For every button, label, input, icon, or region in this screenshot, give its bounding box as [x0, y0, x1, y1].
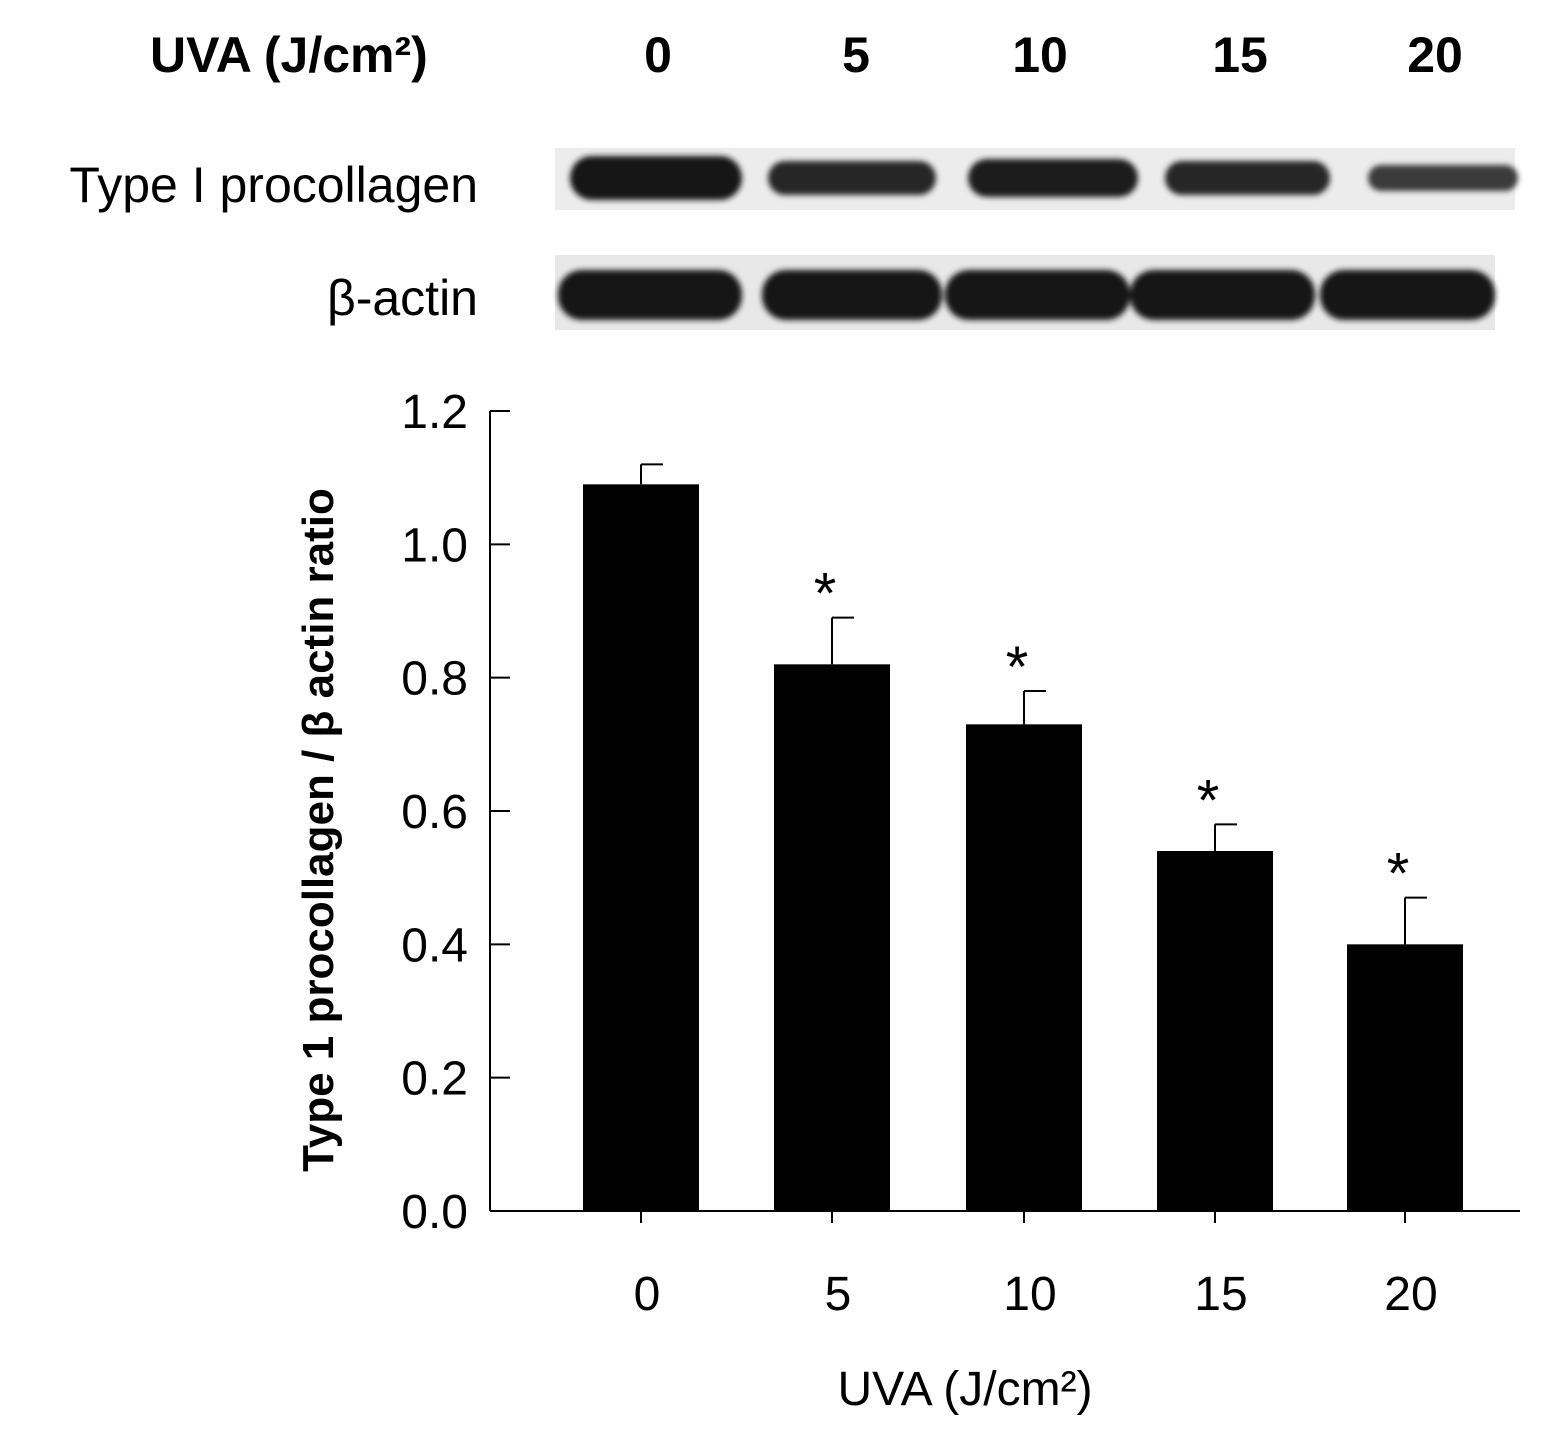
y-tick-label: 0.8 — [401, 653, 468, 706]
x-tick-label: 10 — [1003, 1268, 1056, 1321]
significance-marker: * — [1197, 768, 1220, 833]
x-tick-label: 5 — [825, 1268, 852, 1321]
blot-band-actin-2 — [945, 270, 1130, 320]
blot-row-label-actin: β-actin — [327, 270, 478, 326]
western-blot: UVA (J/cm²) 0 5 10 15 20 Type I procollagen … — [69, 27, 1518, 330]
y-tick-label: 0.6 — [401, 786, 468, 839]
blot-lane-header-0: 0 — [644, 27, 672, 83]
y-tick-label: 0.0 — [401, 1186, 468, 1239]
blot-band-actin-1 — [762, 270, 942, 320]
blot-band-actin-4 — [1320, 270, 1495, 320]
significance-marker: * — [1387, 842, 1410, 907]
significance-marker: * — [1006, 635, 1029, 700]
blot-band-procollagen-1 — [768, 161, 936, 195]
bars: * * * * — [583, 463, 1463, 1211]
y-tick-label: 0.2 — [401, 1053, 468, 1106]
y-tick-label: 1.0 — [401, 519, 468, 572]
y-axis-ticks: 0.0 0.2 0.4 0.6 0.8 1.0 1.2 — [401, 386, 510, 1239]
blot-header-label: UVA (J/cm²) — [150, 27, 428, 83]
y-tick-label: 0.4 — [401, 919, 468, 972]
blot-band-procollagen-4 — [1368, 165, 1518, 191]
blot-lane-header-10: 10 — [1012, 27, 1068, 83]
bar-10 — [966, 724, 1082, 1211]
blot-band-actin-0 — [558, 270, 742, 320]
x-axis-ticks: 0 5 10 15 20 — [634, 1211, 1438, 1321]
x-tick-label: 15 — [1194, 1268, 1247, 1321]
blot-bands-actin — [558, 270, 1495, 320]
blot-lane-headers: 0 5 10 15 20 — [644, 27, 1463, 83]
y-axis-title: Type 1 procollagen / β actin ratio — [294, 488, 343, 1172]
x-tick-label: 20 — [1384, 1268, 1437, 1321]
blot-band-actin-3 — [1130, 270, 1315, 320]
x-axis-title: UVA (J/cm²) — [837, 1363, 1092, 1416]
bar-chart: Type 1 procollagen / β actin ratio 0.00.… — [294, 386, 1520, 1416]
bar-20 — [1347, 944, 1463, 1211]
blot-band-procollagen-0 — [570, 156, 742, 200]
bar-0 — [583, 484, 699, 1211]
blot-bands-procollagen — [570, 156, 1518, 200]
bar-5 — [774, 664, 890, 1211]
bar-15 — [1157, 851, 1273, 1211]
blot-row-label-procollagen: Type I procollagen — [69, 157, 478, 213]
blot-band-procollagen-3 — [1165, 161, 1330, 195]
blot-lane-header-20: 20 — [1407, 27, 1463, 83]
blot-band-procollagen-2 — [968, 159, 1138, 197]
y-tick-label: 1.2 — [401, 386, 468, 439]
blot-lane-header-15: 15 — [1212, 27, 1268, 83]
significance-marker: * — [814, 562, 837, 627]
blot-lane-header-5: 5 — [842, 27, 870, 83]
x-tick-label: 0 — [634, 1268, 661, 1321]
